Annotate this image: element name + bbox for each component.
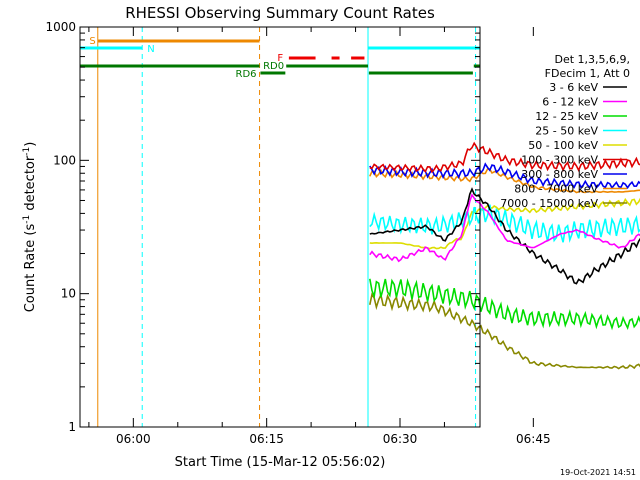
y-axis-label-mid: detector — [23, 155, 38, 215]
legend-header-2: FDecim 1, Att 0 — [545, 67, 630, 80]
series-layer — [369, 141, 640, 370]
x-tick-label: 06:15 — [249, 432, 284, 446]
legend-label: 50 - 100 keV — [528, 139, 598, 152]
rd0-flag-label: RD0 — [263, 61, 284, 72]
series-line-3 — [369, 141, 640, 174]
x-axis-label: Start Time (15-Mar-12 05:56:02) — [175, 455, 386, 470]
series-line-5 — [369, 292, 640, 370]
plot-frame — [79, 26, 481, 428]
series-line-9 — [369, 193, 640, 263]
legend-header-1: Det 1,3,5,6,9, — [554, 53, 630, 66]
night-flag-label: N — [147, 44, 154, 55]
legend-label: 3 - 6 keV — [549, 81, 598, 94]
x-tick-label: 06:00 — [116, 432, 151, 446]
series-line-1 — [369, 168, 640, 194]
legend-label: 25 - 50 keV — [535, 125, 598, 138]
y-axis-label-sup2: -1 — [22, 147, 32, 156]
legend-label: 7000 - 15000 keV — [500, 197, 598, 210]
x-tick-label: 06:30 — [383, 432, 418, 446]
series-line-2 — [369, 162, 640, 190]
y-tick-label: 1000 — [45, 20, 76, 34]
y-axis-label-sup1: -1 — [22, 215, 32, 224]
y-axis-label-main: Count Rate (s — [23, 224, 38, 313]
y-tick-label: 1 — [68, 420, 76, 434]
y-tick-label: 100 — [53, 153, 76, 167]
legend-label: 300 - 800 keV — [521, 168, 598, 181]
legend-label: 800 - 7000 keV — [514, 183, 598, 196]
x-tick-label: 06:45 — [516, 432, 551, 446]
saa-flag-label: S — [89, 36, 95, 47]
y-tick-label: 10 — [61, 287, 76, 301]
legend-label: 6 - 12 keV — [542, 96, 598, 109]
flare-flag-label: F — [277, 53, 283, 64]
series-line-8 — [369, 187, 640, 285]
legend-label: 12 - 25 keV — [535, 110, 598, 123]
y-axis-label-end: ) — [23, 142, 38, 147]
rd6-flag-label: RD6 — [236, 69, 257, 80]
legend-label: 100 - 300 keV — [521, 154, 598, 167]
timestamp: 19-Oct-2021 14:51 — [560, 468, 636, 477]
legend: Det 1,3,5,6,9, FDecim 1, Att 0 3 - 6 keV… — [500, 53, 630, 210]
series-line-4 — [369, 197, 640, 250]
series-line-6 — [369, 278, 640, 331]
axes: 06:0006:1506:3006:4507:0007:1507:3011010… — [45, 20, 551, 446]
chart-title: RHESSI Observing Summary Count Rates — [125, 4, 435, 22]
series-line-7 — [369, 204, 640, 244]
y-axis-label: Count Rate (s-1 detector-1) — [22, 142, 38, 313]
